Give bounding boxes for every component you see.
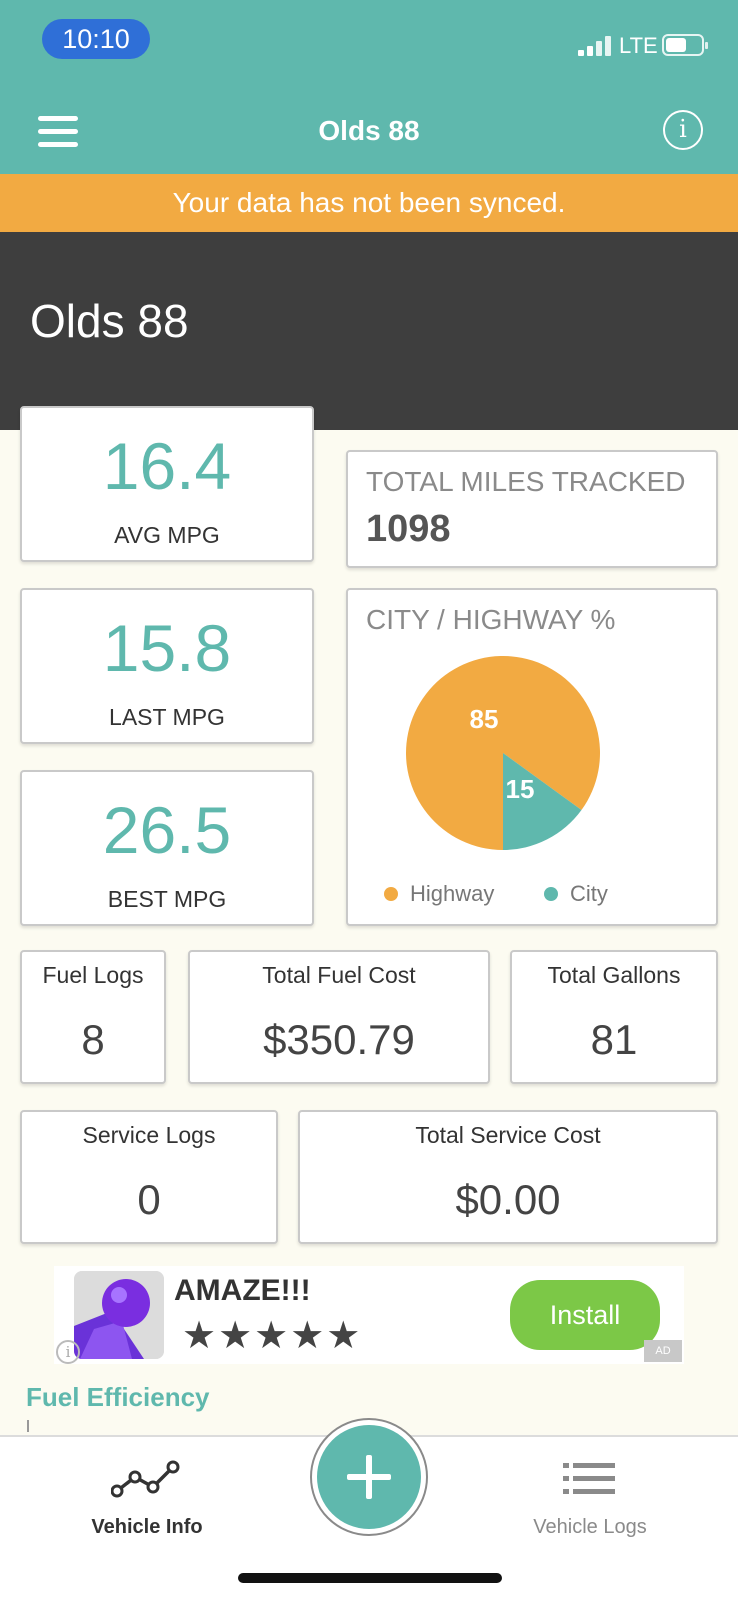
legend-highway: Highway (384, 880, 494, 907)
fuel-logs-label: Fuel Logs (42, 962, 144, 988)
battery-icon (662, 34, 708, 56)
total-gallons-label: Total Gallons (547, 962, 681, 988)
vehicle-name: Olds 88 (30, 295, 189, 347)
tab-vehicle-logs-label: Vehicle Logs (533, 1516, 647, 1538)
city-highway-pie-chart: 85 15 (406, 656, 600, 850)
total-service-cost-label: Total Service Cost (415, 1122, 601, 1148)
city-percent-label: 15 (506, 774, 535, 804)
service-logs-label: Service Logs (82, 1122, 216, 1148)
avg-mpg-label: AVG MPG (114, 522, 220, 548)
avg-mpg-value: 16.4 (102, 429, 232, 503)
add-log-button[interactable] (310, 1418, 428, 1536)
ad-info-icon[interactable]: i (56, 1340, 80, 1364)
tab-vehicle-info[interactable]: Vehicle Info (47, 1437, 247, 1557)
ad-install-button[interactable]: Install (510, 1280, 660, 1350)
legend-city-dot (544, 887, 558, 902)
city-highway-card: CITY / HIGHWAY % 85 15 Highway City (346, 588, 718, 926)
highway-slice (406, 656, 600, 850)
legend-highway-dot (384, 887, 398, 902)
total-fuel-cost-value: $350.79 (263, 1016, 415, 1063)
total-service-cost-card: Total Service Cost $0.00 (298, 1110, 718, 1244)
home-indicator (238, 1573, 502, 1583)
legend-city: City (544, 880, 608, 907)
total-gallons-value: 81 (590, 1016, 638, 1063)
app-header: Olds 88 i (0, 88, 738, 174)
avg-mpg-card: 16.4 AVG MPG (20, 406, 314, 562)
fuel-efficiency-title: Fuel Efficiency (26, 1382, 210, 1412)
last-mpg-value: 15.8 (102, 611, 232, 685)
service-logs-value: 0 (137, 1176, 161, 1223)
status-time: 10:10 (42, 19, 150, 59)
ad-star-rating: ★★★★★ (182, 1315, 363, 1357)
plus-icon (347, 1455, 391, 1499)
total-miles-card: TOTAL MILES TRACKED 1098 (346, 450, 718, 568)
tab-vehicle-info-label: Vehicle Info (91, 1516, 203, 1538)
vehicle-hero: Olds 88 (0, 232, 738, 430)
service-logs-card[interactable]: Service Logs 0 (20, 1110, 278, 1244)
legend-city-label: City (570, 881, 608, 907)
tab-vehicle-logs[interactable]: Vehicle Logs (490, 1437, 690, 1557)
fuel-logs-card[interactable]: Fuel Logs 8 (20, 950, 166, 1084)
ad-badge: AD (644, 1340, 682, 1362)
fuel-efficiency-chart-axis (27, 1420, 29, 1432)
info-icon[interactable]: i (663, 110, 703, 150)
network-type: LTE (619, 33, 658, 58)
ad-title: AMAZE!!! (174, 1274, 311, 1307)
last-mpg-label: LAST MPG (109, 704, 225, 730)
line-chart-icon (111, 1460, 180, 1498)
city-slice (503, 753, 582, 850)
cellular-signal-icon (578, 36, 612, 56)
fuel-logs-value: 8 (81, 1016, 105, 1063)
best-mpg-card: 26.5 BEST MPG (20, 770, 314, 926)
total-fuel-cost-card: Total Fuel Cost $350.79 (188, 950, 490, 1084)
sync-warning-banner[interactable]: Your data has not been synced. (0, 174, 738, 232)
total-fuel-cost-label: Total Fuel Cost (262, 962, 416, 988)
status-bar: 10:10 LTE (0, 0, 738, 88)
ad-app-thumbnail[interactable] (74, 1271, 164, 1359)
total-service-cost-value: $0.00 (455, 1176, 561, 1223)
total-gallons-card: Total Gallons 81 (510, 950, 718, 1084)
legend-highway-label: Highway (410, 881, 495, 907)
total-miles-label: TOTAL MILES TRACKED (366, 466, 686, 497)
best-mpg-value: 26.5 (102, 793, 232, 867)
city-highway-title: CITY / HIGHWAY % (366, 604, 616, 635)
best-mpg-label: BEST MPG (107, 886, 227, 912)
ad-banner[interactable]: AMAZE!!! ★★★★★ Install i AD (54, 1266, 684, 1364)
last-mpg-card: 15.8 LAST MPG (20, 588, 314, 744)
list-icon (563, 1463, 615, 1494)
total-miles-value: 1098 (366, 508, 451, 550)
header-title: Olds 88 (318, 115, 420, 146)
highway-percent-label: 85 (470, 704, 499, 734)
hamburger-menu-icon[interactable] (38, 114, 78, 148)
